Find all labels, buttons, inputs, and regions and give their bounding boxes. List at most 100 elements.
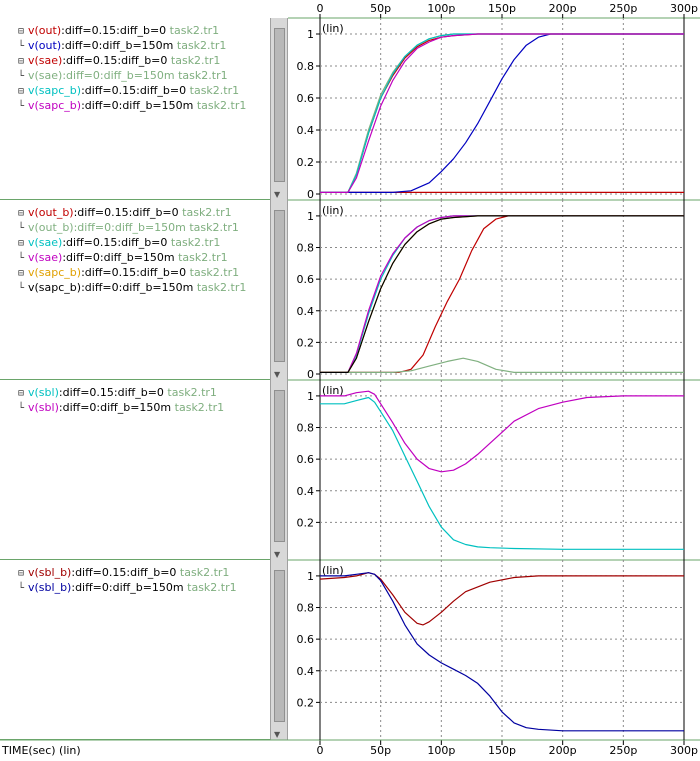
- legend-entry[interactable]: └ v(sbl_b):diff=0:diff_b=150m task2.tr1: [18, 581, 237, 596]
- y-tick-label: 0.6: [297, 92, 315, 105]
- legend-params: :diff=0:diff_b=150m: [58, 401, 172, 414]
- y-tick-label: 0.8: [297, 422, 315, 435]
- series-line: [320, 33, 684, 193]
- tree-expand-icon[interactable]: ⊟: [18, 56, 25, 67]
- legend-file: task2.tr1: [193, 99, 247, 112]
- legend-params: :diff=0.15:diff_b=0: [62, 54, 168, 67]
- legend-entry[interactable]: ⊟ v(sapc_b):diff=0.15:diff_b=0 task2.tr1: [18, 266, 239, 281]
- y-tick-label: 0.2: [297, 696, 315, 709]
- pane-scrollbar[interactable]: ▼: [270, 18, 288, 200]
- plot-pane: 0 0.2 0.4 0.6 0.8 1 (lin): [288, 18, 700, 201]
- legend-signal: v(out_b): [28, 206, 74, 219]
- x-tick-label: 150p: [488, 744, 516, 757]
- legend-entry[interactable]: └ v(sapc_b):diff=0:diff_b=150m task2.tr1: [18, 281, 246, 296]
- y-tick-label: 0.6: [297, 633, 315, 646]
- y-tick-label: 0.2: [297, 156, 315, 169]
- pane-scrollbar[interactable]: ▼: [270, 200, 288, 380]
- y-tick-label: 0.4: [297, 305, 315, 318]
- tree-branch-icon: └: [18, 283, 25, 294]
- legend-signal: v(sae): [28, 69, 63, 82]
- y-tick-label: 0.4: [297, 485, 315, 498]
- y-tick-label: 0.8: [297, 60, 315, 73]
- tree-expand-icon[interactable]: ⊟: [18, 86, 25, 97]
- legend-file: task2.tr1: [183, 581, 237, 594]
- x-tick-label: 100p: [427, 2, 455, 15]
- tree-branch-icon: └: [18, 253, 25, 264]
- x-tick-label: 50p: [370, 2, 391, 15]
- series-line: [320, 390, 684, 473]
- x-tick-label: 50p: [370, 744, 391, 757]
- x-tick-label: 200p: [549, 2, 577, 15]
- tree-expand-icon[interactable]: ⊟: [18, 388, 25, 399]
- series-line: [320, 357, 684, 373]
- scrollbar-thumb[interactable]: [274, 390, 285, 542]
- y-tick-label: 1: [307, 210, 314, 223]
- y-tick-label: 1: [307, 390, 314, 403]
- legend-file: task2.tr1: [171, 401, 225, 414]
- resize-arrow-icon[interactable]: ▼: [274, 730, 281, 739]
- legend-signal: v(sae): [28, 54, 63, 67]
- legend-file: task2.tr1: [174, 251, 228, 264]
- resize-arrow-icon[interactable]: ▼: [274, 550, 281, 559]
- scrollbar-thumb[interactable]: [274, 210, 285, 362]
- legend-entry[interactable]: └ v(sae):diff=0:diff_b=150m task2.tr1: [18, 69, 228, 84]
- legend-panel: ⊟ v(out_b):diff=0.15:diff_b=0 task2.tr1 └ v…: [0, 200, 270, 380]
- x-tick-label: 250p: [609, 2, 637, 15]
- tree-branch-icon: └: [18, 101, 25, 112]
- series-line: [320, 215, 684, 373]
- legend-entry[interactable]: └ v(out_b):diff=0:diff_b=150m task2.tr1: [18, 221, 239, 236]
- pane-scrollbar[interactable]: ▼: [270, 560, 288, 740]
- tree-branch-icon: └: [18, 71, 25, 82]
- x-tick-label: 200p: [549, 744, 577, 757]
- legend-params: :diff=0:diff_b=150m: [62, 69, 175, 82]
- y-tick-label: 0.2: [297, 336, 315, 349]
- y-tick-label: 0.4: [297, 124, 315, 137]
- legend-entry[interactable]: ⊟ v(sapc_b):diff=0.15:diff_b=0 task2.tr1: [18, 84, 239, 99]
- legend-entry[interactable]: └ v(sapc_b):diff=0:diff_b=150m task2.tr1: [18, 99, 246, 114]
- legend-entry[interactable]: ⊟ v(sae):diff=0.15:diff_b=0 task2.tr1: [18, 236, 220, 251]
- legend-entry[interactable]: ⊟ v(sae):diff=0.15:diff_b=0 task2.tr1: [18, 54, 220, 69]
- scrollbar-thumb[interactable]: [274, 570, 285, 722]
- tree-expand-icon[interactable]: ⊟: [18, 208, 25, 219]
- legend-file: task2.tr1: [167, 236, 221, 249]
- legend-signal: v(sapc_b): [28, 281, 82, 294]
- x-tick-label: 150p: [488, 2, 516, 15]
- legend-entry[interactable]: ⊟ v(sbl_b):diff=0.15:diff_b=0 task2.tr1: [18, 566, 229, 581]
- legend-params: :diff=0:diff_b=150m: [71, 581, 184, 594]
- x-tick-label: 0: [317, 744, 324, 757]
- legend-entry[interactable]: ⊟ v(out_b):diff=0.15:diff_b=0 task2.tr1: [18, 206, 232, 221]
- tree-branch-icon: └: [18, 403, 25, 414]
- legend-file: task2.tr1: [174, 69, 228, 82]
- tree-expand-icon[interactable]: ⊟: [18, 238, 25, 249]
- scrollbar-thumb[interactable]: [274, 28, 285, 182]
- legend-signal: v(sapc_b): [28, 84, 82, 97]
- tree-branch-icon: └: [18, 583, 25, 594]
- pane-scrollbar[interactable]: ▼: [270, 380, 288, 560]
- tree-expand-icon[interactable]: ⊟: [18, 268, 25, 279]
- legend-params: :diff=0:diff_b=150m: [81, 99, 194, 112]
- legend-file: task2.tr1: [178, 206, 232, 219]
- y-tick-label: 1: [307, 570, 314, 583]
- legend-params: :diff=0:diff_b=150m: [81, 281, 194, 294]
- tree-expand-icon[interactable]: ⊟: [18, 26, 25, 37]
- legend-entry[interactable]: └ v(sae):diff=0:diff_b=150m task2.tr1: [18, 251, 228, 266]
- legend-params: :diff=0.15:diff_b=0: [61, 24, 167, 37]
- legend-params: :diff=0.15:diff_b=0: [73, 206, 179, 219]
- y-tick-label: 0.6: [297, 453, 315, 466]
- x-axis-label: TIME(sec) (lin): [2, 744, 81, 757]
- legend-entry[interactable]: └ v(sbl):diff=0:diff_b=150m task2.tr1: [18, 401, 224, 416]
- legend-entry[interactable]: ⊟ v(out):diff=0.15:diff_b=0 task2.tr1: [18, 24, 219, 39]
- y-tick-label: 0: [307, 188, 314, 201]
- y-tick-label: 0.6: [297, 273, 315, 286]
- plot-pane: 0.2 0.4 0.6 0.8 1 (lin): [288, 380, 700, 561]
- legend-entry[interactable]: └ v(out):diff=0:diff_b=150m task2.tr1: [18, 39, 226, 54]
- legend-file: task2.tr1: [186, 84, 240, 97]
- resize-arrow-icon[interactable]: ▼: [274, 190, 281, 199]
- tree-expand-icon[interactable]: ⊟: [18, 568, 25, 579]
- y-tick-label: 0.8: [297, 242, 315, 255]
- legend-signal: v(sapc_b): [28, 99, 82, 112]
- legend-signal: v(sbl): [28, 401, 59, 414]
- legend-entry[interactable]: ⊟ v(sbl):diff=0.15:diff_b=0 task2.tr1: [18, 386, 217, 401]
- resize-arrow-icon[interactable]: ▼: [274, 370, 281, 379]
